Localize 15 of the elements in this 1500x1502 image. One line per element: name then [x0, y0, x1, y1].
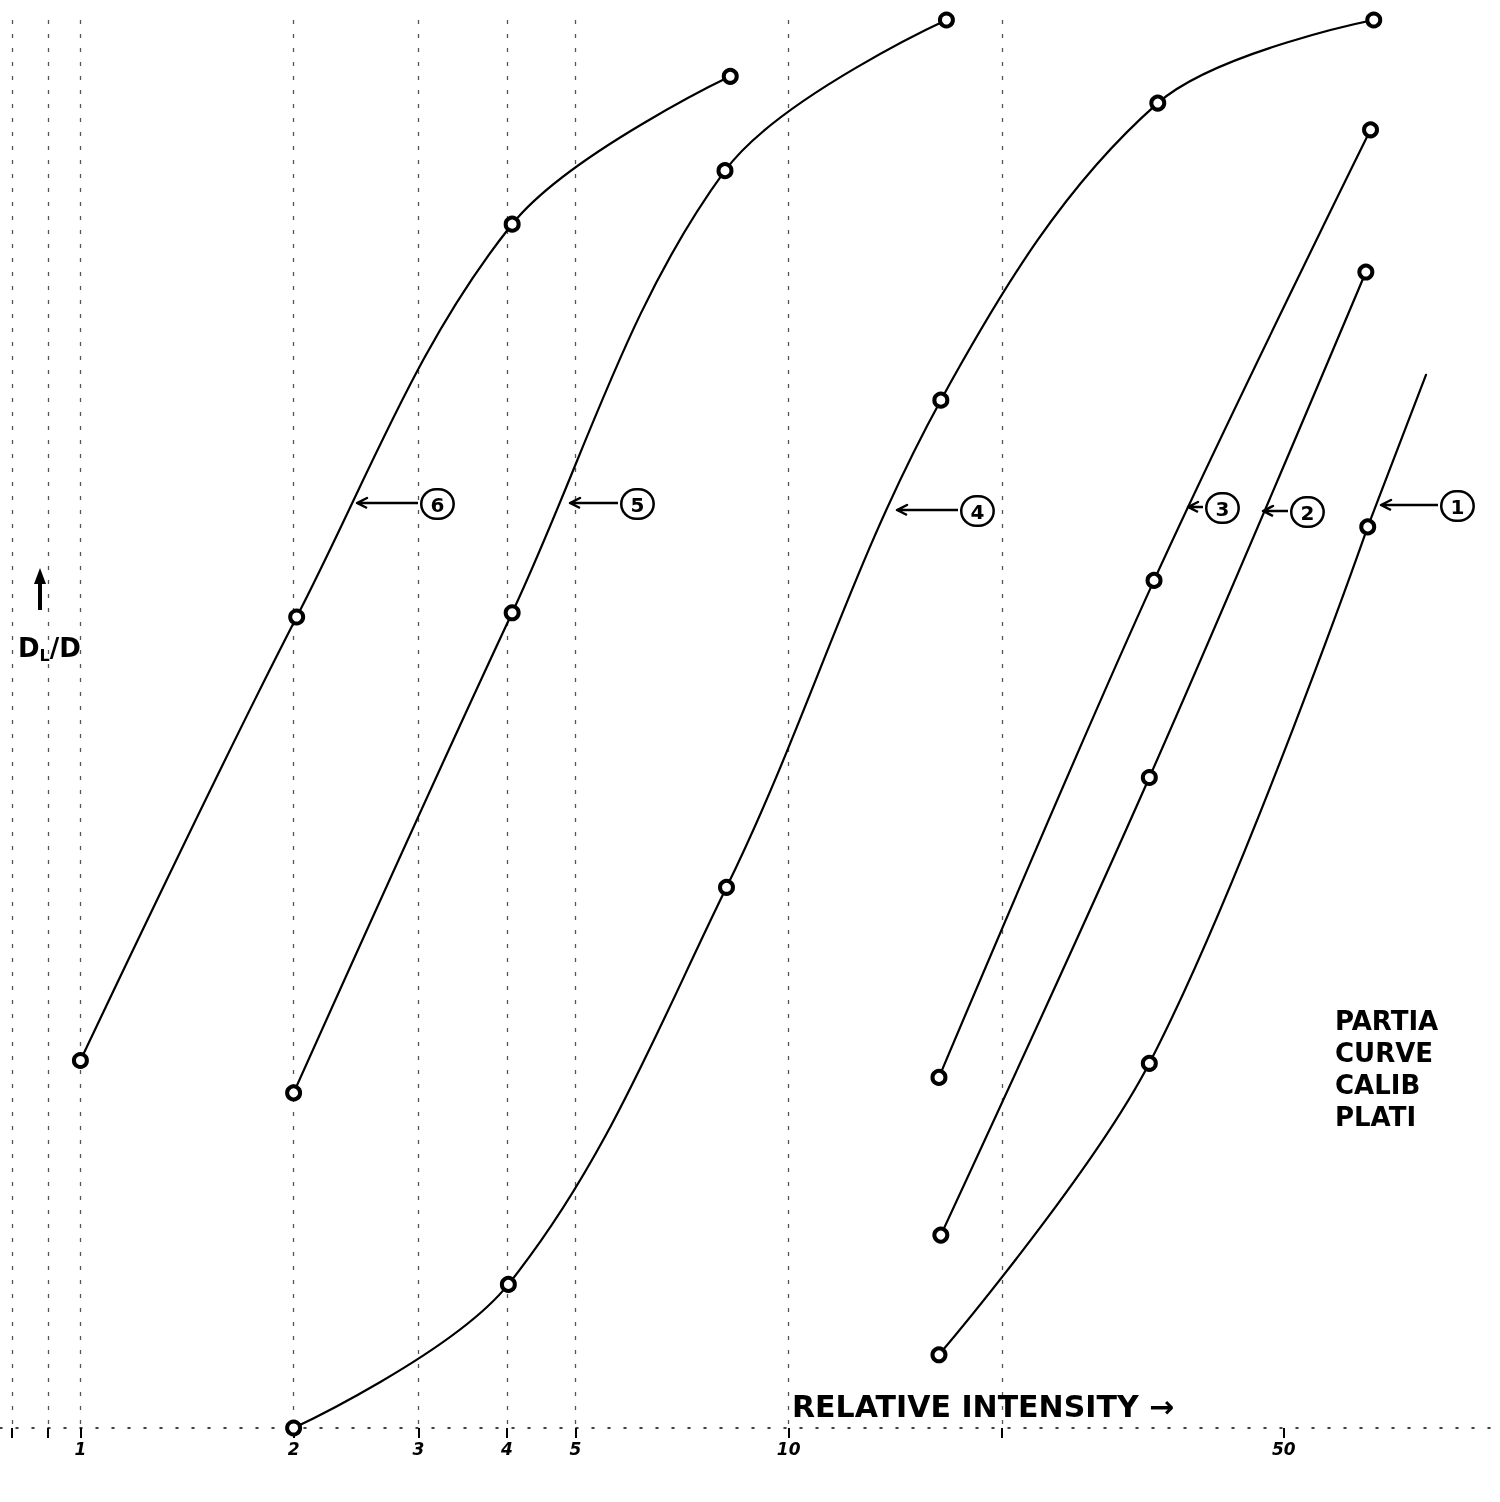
x-tick-label: 4 [499, 1438, 513, 1459]
x-tick-label: 5 [569, 1438, 582, 1459]
annotation: 4 [970, 499, 985, 524]
x-tick-label: 50 [1271, 1438, 1296, 1459]
x-tick-label: 3 [412, 1438, 425, 1459]
annotation: 1 [1450, 494, 1465, 519]
annotation: 6 [430, 492, 445, 517]
annotation: 2 [1300, 500, 1315, 525]
x-tick-label: 1 [74, 1438, 87, 1459]
annotation: 5 [630, 492, 645, 517]
x-axis-title: RELATIVE INTENSITY → [792, 1388, 1175, 1424]
x-tick-label: 10 [776, 1438, 801, 1459]
annotation: 3 [1215, 496, 1230, 521]
x-tick-label: 2 [287, 1438, 300, 1459]
annotation: PARTIA CURVE CALIB PLATI [1335, 1006, 1439, 1132]
